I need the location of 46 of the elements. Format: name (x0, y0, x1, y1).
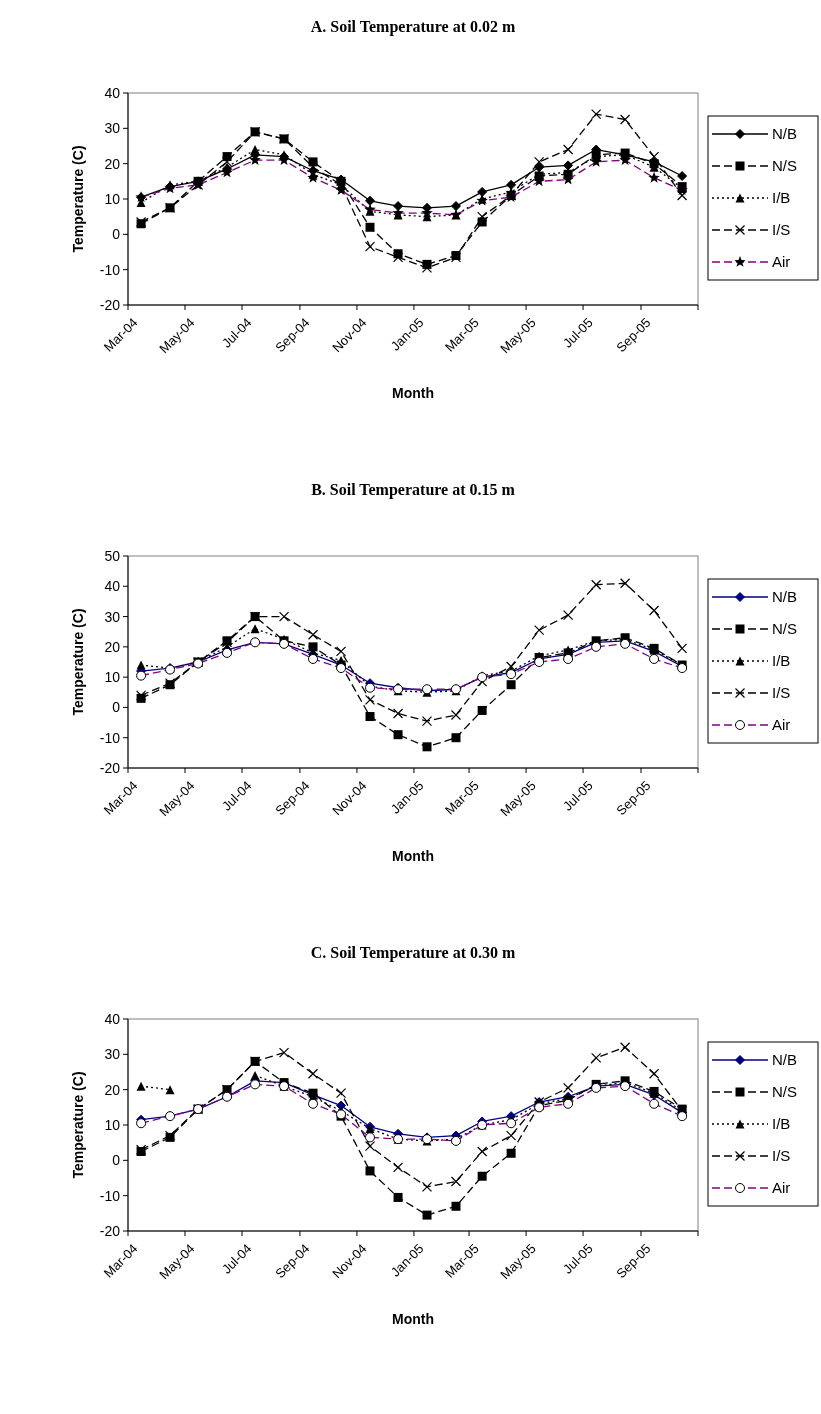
legend-label: Air (772, 716, 791, 733)
legend-label: I/S (772, 1147, 791, 1164)
legend-label: N/B (772, 125, 798, 142)
y-tick-label: 40 (104, 85, 121, 101)
y-tick-label: -10 (99, 261, 121, 278)
y-axis-title: Temperature (C) (70, 1071, 86, 1179)
chart-title: A. Soil Temperature at 0.02 m (310, 18, 516, 36)
y-tick-label: 50 (104, 548, 121, 564)
y-tick-label: 20 (104, 638, 121, 655)
legend-label: N/S (772, 1083, 798, 1100)
legend-label: Air (772, 253, 791, 270)
legend-label: I/S (772, 684, 791, 701)
chart-title: B. Soil Temperature at 0.15 m (311, 481, 516, 499)
legend-label: I/B (772, 652, 791, 669)
chart-title: C. Soil Temperature at 0.30 m (310, 944, 516, 962)
y-tick-label: -10 (99, 1187, 121, 1204)
x-axis-title: Month (392, 848, 434, 864)
y-tick-label: -20 (99, 760, 121, 776)
y-tick-label: -20 (99, 297, 121, 313)
legend-label: I/B (772, 189, 791, 206)
y-tick-label: 10 (104, 669, 121, 686)
y-tick-label: 30 (104, 120, 121, 137)
x-axis-title: Month (392, 1311, 434, 1327)
y-tick-label: 10 (104, 191, 121, 207)
y-axis-title: Temperature (C) (70, 145, 86, 253)
y-tick-label: 40 (104, 1011, 121, 1027)
y-tick-label: 0 (112, 699, 121, 716)
y-tick-label: 20 (104, 1081, 121, 1098)
y-tick-label: 30 (104, 1046, 121, 1063)
legend-label: N/B (772, 1051, 798, 1068)
y-tick-label: 40 (104, 578, 121, 595)
y-tick-label: 10 (104, 1117, 121, 1133)
legend-label: N/S (772, 157, 798, 174)
x-axis-title: Month (392, 385, 434, 401)
y-tick-label: 0 (112, 1152, 121, 1169)
y-tick-label: 0 (112, 226, 121, 243)
y-tick-label: -20 (99, 1223, 121, 1239)
y-tick-label: 30 (104, 608, 121, 625)
legend-label: N/B (772, 588, 798, 605)
y-axis-title: Temperature (C) (70, 608, 86, 716)
legend-label: Air (772, 1179, 791, 1196)
legend-label: N/S (772, 620, 798, 637)
y-tick-label: 20 (104, 155, 121, 172)
legend-label: I/B (772, 1115, 791, 1132)
legend-label: I/S (772, 221, 791, 238)
y-tick-label: -10 (99, 729, 121, 746)
